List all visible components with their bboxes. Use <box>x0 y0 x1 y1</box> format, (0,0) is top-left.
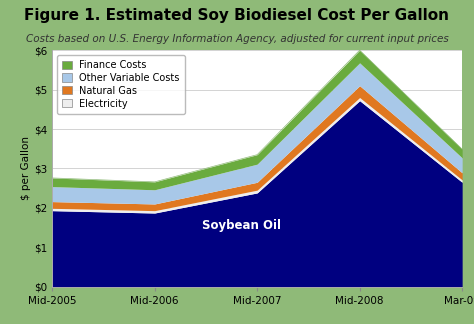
Text: Costs based on U.S. Energy Information Agency, adjusted for current input prices: Costs based on U.S. Energy Information A… <box>26 34 448 44</box>
Y-axis label: $ per Gallon: $ per Gallon <box>21 136 31 201</box>
Legend: Finance Costs, Other Variable Costs, Natural Gas, Electricity: Finance Costs, Other Variable Costs, Nat… <box>57 55 184 113</box>
Text: Soybean Oil: Soybean Oil <box>202 219 281 232</box>
Text: Figure 1. Estimated Soy Biodiesel Cost Per Gallon: Figure 1. Estimated Soy Biodiesel Cost P… <box>25 8 449 23</box>
